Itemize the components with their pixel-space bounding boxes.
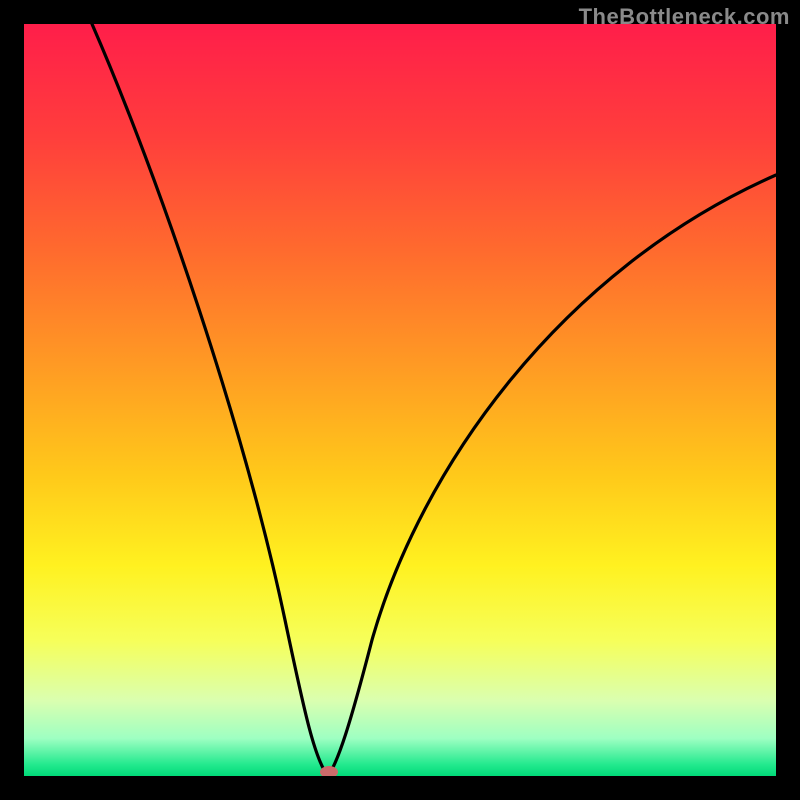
chart-canvas: TheBottleneck.com (0, 0, 800, 800)
watermark-text: TheBottleneck.com (579, 4, 790, 30)
bottleneck-chart-svg (0, 0, 800, 800)
